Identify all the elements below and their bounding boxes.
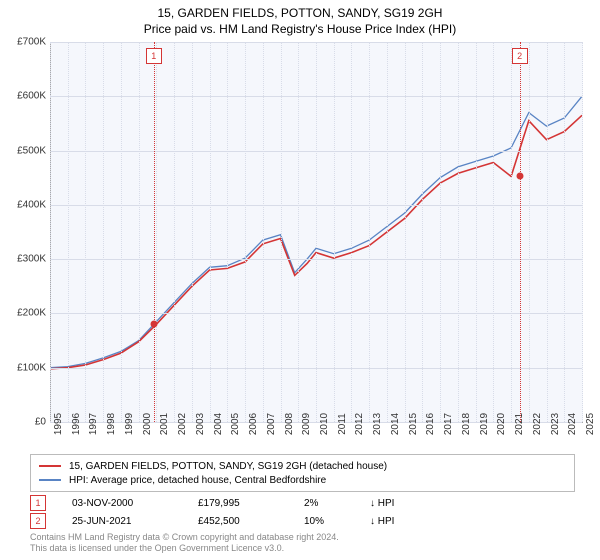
marker-dot	[516, 173, 523, 180]
x-axis-label: 2010	[319, 413, 330, 435]
legend-swatch	[39, 479, 61, 481]
sale-row: 2 25-JUN-2021 £452,500 10% ↓ HPI	[30, 512, 394, 530]
x-axis-label: 2013	[372, 413, 383, 435]
x-axis-label: 2022	[532, 413, 543, 435]
legend: 15, GARDEN FIELDS, POTTON, SANDY, SG19 2…	[30, 454, 575, 492]
x-axis-label: 2014	[390, 413, 401, 435]
x-axis-label: 2020	[496, 413, 507, 435]
sale-price: £179,995	[198, 498, 278, 509]
x-axis-label: 2008	[284, 413, 295, 435]
marker-line	[154, 42, 155, 422]
sale-marker: 2	[30, 513, 46, 529]
x-axis-label: 2004	[213, 413, 224, 435]
x-axis-label: 2001	[159, 413, 170, 435]
legend-swatch	[39, 465, 61, 467]
x-axis-label: 1997	[88, 413, 99, 435]
sale-date: 03-NOV-2000	[72, 498, 172, 509]
chart-area: £0£100K£200K£300K£400K£500K£600K£700K199…	[50, 42, 582, 422]
title-area: 15, GARDEN FIELDS, POTTON, SANDY, SG19 2…	[0, 0, 600, 36]
x-axis-label: 2002	[177, 413, 188, 435]
legend-label: 15, GARDEN FIELDS, POTTON, SANDY, SG19 2…	[69, 461, 387, 472]
x-axis-label: 2017	[443, 413, 454, 435]
y-axis-label: £700K	[6, 37, 46, 48]
x-axis-label: 1996	[71, 413, 82, 435]
legend-label: HPI: Average price, detached house, Cent…	[69, 475, 326, 486]
x-axis-label: 2000	[142, 413, 153, 435]
y-axis-label: £600K	[6, 91, 46, 102]
x-axis-label: 1999	[124, 413, 135, 435]
y-axis-label: £100K	[6, 362, 46, 373]
sale-pct: 2%	[304, 498, 344, 509]
y-axis-label: £200K	[6, 308, 46, 319]
x-axis-label: 2024	[567, 413, 578, 435]
x-axis-label: 2025	[585, 413, 596, 435]
sale-rows: 1 03-NOV-2000 £179,995 2% ↓ HPI 2 25-JUN…	[30, 494, 394, 530]
footer-line1: Contains HM Land Registry data © Crown c…	[30, 532, 339, 543]
x-axis-label: 2012	[354, 413, 365, 435]
x-axis-label: 2003	[195, 413, 206, 435]
marker-dot	[150, 321, 157, 328]
marker-label: 2	[512, 48, 528, 64]
legend-item: HPI: Average price, detached house, Cent…	[39, 473, 566, 487]
legend-item: 15, GARDEN FIELDS, POTTON, SANDY, SG19 2…	[39, 459, 566, 473]
x-axis-label: 1998	[106, 413, 117, 435]
x-axis-label: 2015	[408, 413, 419, 435]
title-line1: 15, GARDEN FIELDS, POTTON, SANDY, SG19 2…	[0, 6, 600, 20]
sale-dir: ↓ HPI	[370, 516, 394, 527]
footer-line2: This data is licensed under the Open Gov…	[30, 543, 339, 554]
x-axis-label: 2007	[266, 413, 277, 435]
sale-dir: ↓ HPI	[370, 498, 394, 509]
y-axis-label: £0	[6, 417, 46, 428]
sale-row: 1 03-NOV-2000 £179,995 2% ↓ HPI	[30, 494, 394, 512]
x-axis-label: 2016	[425, 413, 436, 435]
y-axis-label: £500K	[6, 145, 46, 156]
title-line2: Price paid vs. HM Land Registry's House …	[0, 22, 600, 36]
x-axis-label: 2011	[337, 413, 348, 435]
sale-marker: 1	[30, 495, 46, 511]
x-axis-label: 2006	[248, 413, 259, 435]
marker-line	[520, 42, 521, 422]
chart-container: 15, GARDEN FIELDS, POTTON, SANDY, SG19 2…	[0, 0, 600, 560]
x-axis-label: 2023	[550, 413, 561, 435]
sale-date: 25-JUN-2021	[72, 516, 172, 527]
x-axis-label: 2019	[479, 413, 490, 435]
marker-label: 1	[146, 48, 162, 64]
footer: Contains HM Land Registry data © Crown c…	[30, 532, 339, 554]
y-axis-label: £300K	[6, 254, 46, 265]
x-axis-label: 2005	[230, 413, 241, 435]
x-axis-label: 2018	[461, 413, 472, 435]
x-axis-label: 2009	[301, 413, 312, 435]
x-axis-label: 1995	[53, 413, 64, 435]
y-axis-label: £400K	[6, 199, 46, 210]
sale-pct: 10%	[304, 516, 344, 527]
sale-price: £452,500	[198, 516, 278, 527]
